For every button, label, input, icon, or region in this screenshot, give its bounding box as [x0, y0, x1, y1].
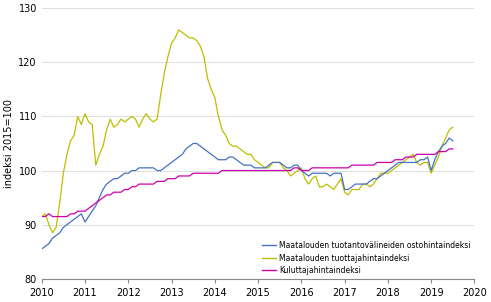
Y-axis label: indeksi 2015=100: indeksi 2015=100	[4, 99, 14, 188]
Legend: Maatalouden tuotantovälineiden ostohintaindeksi, Maatalouden tuottajahintaindeks: Maatalouden tuotantovälineiden ostohinta…	[262, 241, 471, 275]
